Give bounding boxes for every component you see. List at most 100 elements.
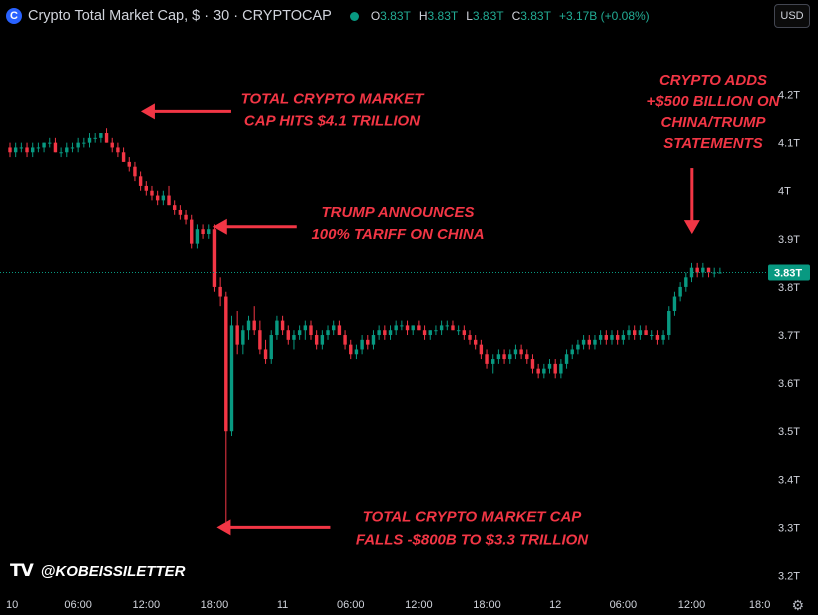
- x-tick-label: 18:00: [201, 599, 229, 611]
- candle-body: [661, 335, 665, 340]
- market-status-icon[interactable]: [349, 11, 359, 21]
- candle-body: [570, 349, 574, 355]
- candle-body: [99, 133, 103, 138]
- candle-body: [394, 325, 398, 331]
- y-tick-label: 3.4T: [778, 474, 800, 486]
- candle-body: [371, 335, 376, 345]
- candle-body: [190, 219, 194, 244]
- annotation-arrow-head: [140, 103, 155, 120]
- candle-body: [252, 320, 256, 331]
- candle-body: [468, 335, 472, 340]
- candle-body: [42, 142, 46, 148]
- candle-body: [576, 344, 580, 350]
- gear-icon[interactable]: ⚙: [791, 597, 804, 613]
- candle-body: [167, 195, 171, 206]
- ohlc-value: 3.83T: [520, 9, 551, 23]
- candle-body: [383, 330, 387, 336]
- currency-selector[interactable]: USD: [774, 4, 810, 28]
- candle-body: [451, 325, 455, 331]
- candle-body: [411, 325, 415, 331]
- candle-body: [650, 335, 654, 337]
- change-readout: +3.17B (+0.08%): [558, 9, 650, 23]
- candle-body: [508, 354, 512, 360]
- candle-body: [553, 363, 557, 374]
- candle-body: [564, 354, 569, 364]
- y-tick-label: 3.3T: [778, 522, 800, 534]
- candle-body: [513, 349, 518, 355]
- candle-body: [133, 166, 137, 177]
- y-tick-label: 3.9T: [778, 234, 800, 246]
- candle-body: [104, 133, 109, 143]
- watermark: TV @KOBEISSILETTER: [10, 561, 185, 581]
- candle-body: [360, 339, 364, 350]
- candle-body: [93, 137, 97, 139]
- annotation-text-line: CHINA/TRUMP: [661, 114, 767, 131]
- candle-body: [581, 339, 586, 345]
- candle-body: [610, 335, 614, 340]
- ohlc-key: C: [511, 9, 521, 23]
- annotation-text-line: 100% TARIFF ON CHINA: [311, 226, 484, 243]
- candle-body: [627, 330, 631, 336]
- candle-body: [110, 142, 114, 148]
- annotation-text-line: TOTAL CRYPTO MARKET CAP: [363, 508, 583, 525]
- x-tick-label: 10: [6, 599, 18, 611]
- x-tick-label: 06:00: [610, 599, 638, 611]
- y-tick-label: 4T: [778, 186, 791, 198]
- candle-body: [428, 330, 432, 336]
- candle-body: [207, 229, 211, 235]
- x-tick-label: 12:00: [133, 599, 161, 611]
- candle-body: [121, 152, 126, 162]
- x-tick-label: 11: [277, 599, 288, 611]
- y-axis: 4.2T 4.1T 4T 3.9T 3.8T 3.7T 3.6T 3.5T 3.4T 3.3T 3.…: [778, 90, 800, 583]
- candle-body: [604, 335, 609, 340]
- y-tick-label: 4.1T: [778, 138, 800, 150]
- candle-body: [201, 229, 205, 235]
- candle-body: [473, 339, 478, 345]
- candle-body: [235, 325, 239, 345]
- candle-body: [155, 195, 160, 201]
- annotation-text-line: +$500 BILLION ON: [647, 93, 781, 110]
- ohlc-key: O: [370, 9, 381, 23]
- candle-body: [332, 325, 336, 331]
- candles: [8, 128, 722, 528]
- candle-body: [445, 325, 449, 327]
- candle-body: [65, 147, 69, 153]
- tradingview-logo-icon: TV: [10, 561, 34, 581]
- candle-body: [258, 330, 262, 350]
- chart-title[interactable]: Crypto Total Market Cap, $ · 30 · CRYPTO…: [28, 8, 332, 24]
- candle-body: [621, 335, 626, 340]
- candle-body: [218, 286, 222, 297]
- x-tick-label: 06:00: [64, 599, 92, 611]
- candle-body: [224, 296, 228, 432]
- annotation-arrow-head: [683, 220, 700, 235]
- candle-body: [547, 363, 552, 369]
- annotation-text-line: CAP HITS $4.1 TRILLION: [244, 112, 421, 129]
- annotation-text-line: STATEMENTS: [663, 135, 762, 152]
- y-tick-label: 3.5T: [778, 426, 800, 438]
- candle-body: [172, 205, 177, 210]
- annotation-arrow-head: [212, 218, 227, 235]
- candle-body: [615, 335, 620, 340]
- candle-body: [178, 209, 183, 215]
- ohlc-value: 3.83T: [380, 9, 411, 23]
- candle-body: [184, 214, 188, 220]
- candle-body: [87, 137, 92, 143]
- candle-body: [655, 335, 660, 340]
- candle-body: [519, 349, 523, 355]
- x-tick-label: 18:0: [749, 599, 770, 611]
- candle-body: [598, 335, 603, 340]
- candle-body: [536, 368, 540, 374]
- candle-body: [684, 277, 688, 287]
- annotation-text-line: TRUMP ANNOUNCES: [321, 204, 474, 221]
- candle-body: [13, 147, 18, 153]
- candle-body: [116, 147, 120, 153]
- candle-body: [706, 267, 711, 273]
- candle-body: [212, 229, 217, 287]
- candle-body: [701, 267, 705, 273]
- candle-body: [388, 330, 393, 336]
- candle-body: [297, 330, 302, 336]
- candle-body: [525, 354, 529, 360]
- candle-body: [76, 142, 80, 148]
- candle-body: [417, 325, 421, 331]
